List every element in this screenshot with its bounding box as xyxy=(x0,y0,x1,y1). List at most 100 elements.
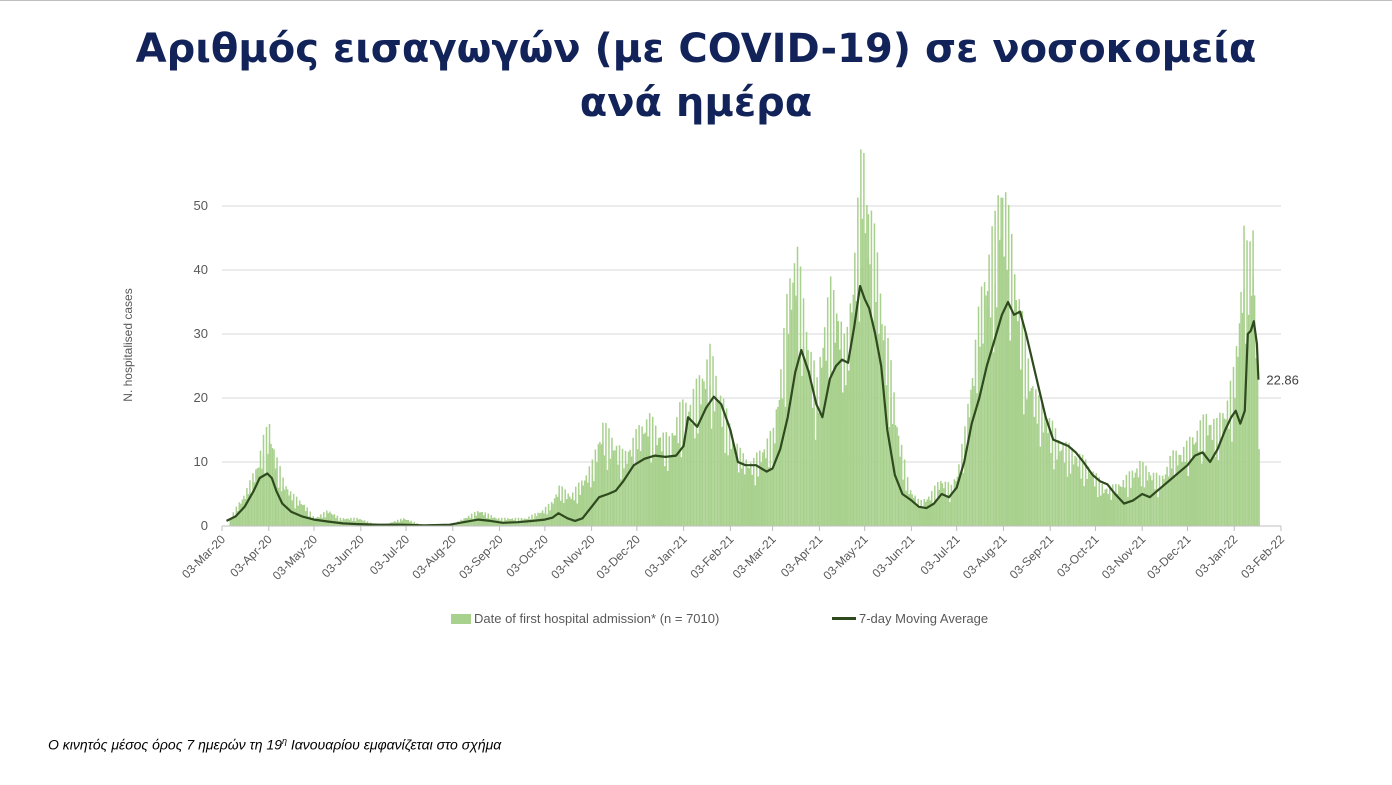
bar xyxy=(1036,423,1039,526)
bar xyxy=(662,432,665,526)
bar xyxy=(725,408,728,526)
bar xyxy=(724,453,726,526)
bar xyxy=(526,518,529,526)
bar xyxy=(1012,314,1014,526)
bar xyxy=(626,463,628,526)
bar xyxy=(903,459,906,526)
bar xyxy=(851,312,853,526)
bar xyxy=(356,517,358,526)
bar xyxy=(890,398,892,526)
bar xyxy=(694,438,696,526)
legend-item-bars: Date of first hospital admission* (n = 7… xyxy=(451,611,719,626)
bar xyxy=(961,444,963,526)
bar xyxy=(635,429,637,526)
bar xyxy=(1140,486,1143,526)
bar xyxy=(1118,484,1120,526)
y-tick-label: 40 xyxy=(194,262,208,277)
bar xyxy=(1258,449,1260,526)
bar xyxy=(532,518,535,526)
bar xyxy=(835,313,838,526)
bar xyxy=(611,437,613,526)
bar xyxy=(1152,472,1155,526)
bar xyxy=(946,496,948,526)
bar xyxy=(1208,425,1211,526)
x-tick-label: 03-May-20 xyxy=(270,532,321,583)
bar xyxy=(1133,477,1135,526)
bar xyxy=(769,430,772,526)
bar xyxy=(1078,468,1081,526)
bar xyxy=(1110,499,1113,526)
x-tick-label: 03-Mar-20 xyxy=(179,532,228,581)
bar xyxy=(1112,484,1114,526)
bar xyxy=(843,333,846,526)
bar xyxy=(1013,314,1016,526)
bar xyxy=(653,455,655,526)
bar xyxy=(863,152,865,526)
bar xyxy=(899,456,901,526)
bar xyxy=(516,521,518,526)
x-tick-label: 03-Oct-20 xyxy=(503,532,551,580)
bar xyxy=(1164,474,1167,526)
bar xyxy=(959,471,962,526)
bar xyxy=(1237,356,1239,526)
bar xyxy=(762,462,764,526)
bar xyxy=(1003,256,1005,526)
legend-bar-swatch xyxy=(451,613,471,624)
bar xyxy=(1050,453,1052,526)
bar xyxy=(307,516,310,526)
bar xyxy=(1250,295,1253,526)
bar xyxy=(587,482,589,526)
bar xyxy=(929,500,932,526)
bar xyxy=(1160,487,1162,526)
bar xyxy=(837,346,839,526)
bar xyxy=(1172,450,1174,526)
bar xyxy=(1109,485,1111,526)
bar xyxy=(553,498,556,526)
bar xyxy=(326,510,328,526)
bar xyxy=(406,519,408,526)
bar xyxy=(1121,487,1123,526)
bar xyxy=(519,520,521,526)
bar xyxy=(701,378,704,526)
bar xyxy=(1045,422,1048,526)
footnote: Ο κινητός μέσος όρος 7 ημερών τη 19η Ιαν… xyxy=(48,736,501,753)
bar xyxy=(692,388,695,526)
bar xyxy=(905,490,907,526)
bar xyxy=(698,375,701,526)
bar xyxy=(1247,314,1250,526)
bar xyxy=(991,226,993,526)
legend-line-label: 7-day Moving Average xyxy=(859,611,989,626)
bar xyxy=(546,514,548,526)
bar xyxy=(327,513,330,526)
bar xyxy=(731,439,734,526)
bar xyxy=(940,487,942,526)
bar xyxy=(581,480,583,526)
bar xyxy=(953,479,956,526)
bar xyxy=(716,399,719,526)
footnote-text: Ο κινητός μέσος όρος 7 ημερών τη 19 xyxy=(48,736,282,753)
bar xyxy=(964,449,966,526)
bar xyxy=(317,516,319,526)
bar xyxy=(968,417,971,526)
bar xyxy=(1210,424,1212,526)
bar xyxy=(1228,428,1230,526)
bar xyxy=(680,457,683,526)
bar xyxy=(952,493,954,526)
bar xyxy=(1030,388,1033,526)
bar xyxy=(838,349,841,526)
bar xyxy=(1216,442,1218,526)
bar xyxy=(458,522,461,526)
bar xyxy=(1191,437,1194,526)
bar xyxy=(763,449,766,526)
bar xyxy=(1069,473,1072,526)
legend-bars-label: Date of first hospital admission* (n = 7… xyxy=(474,611,720,626)
bar xyxy=(329,511,331,526)
bar xyxy=(282,487,284,526)
bar xyxy=(353,517,355,526)
bar xyxy=(912,498,915,526)
bar xyxy=(1001,197,1004,526)
bar xyxy=(1035,389,1037,526)
y-tick-label: 0 xyxy=(201,518,208,533)
bar xyxy=(671,433,674,526)
